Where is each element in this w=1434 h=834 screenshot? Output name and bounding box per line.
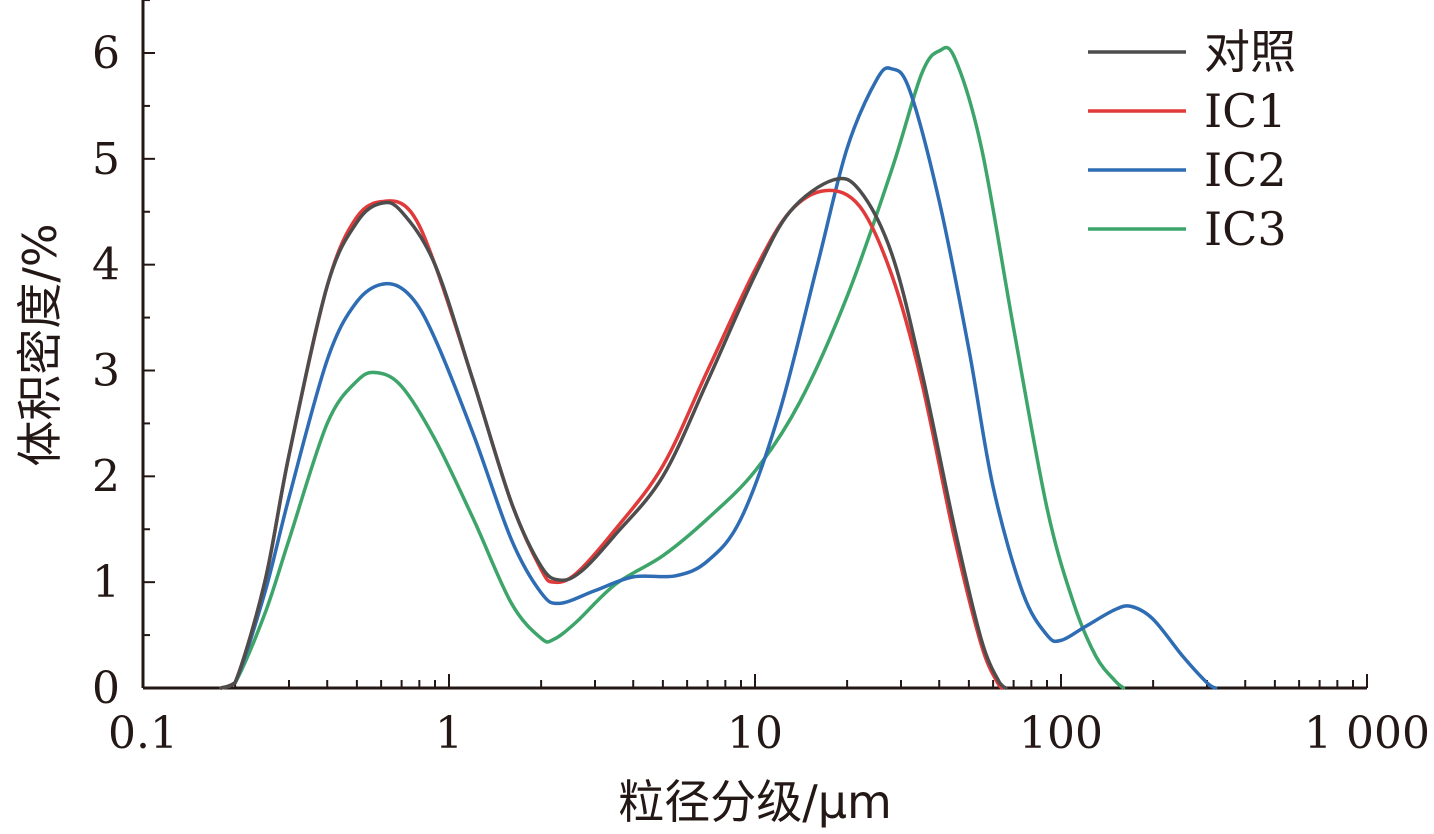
- x-tick-label: 100: [1019, 708, 1103, 759]
- ticks: 0.1 1 10 100 1 000 0 1 2 3 4 5 6: [92, 0, 1430, 759]
- legend-item: 对照: [1088, 25, 1296, 79]
- series-line-IC3: [219, 45, 1126, 690]
- legend-item: IC2: [1088, 143, 1287, 197]
- y-tick-label: 2: [92, 451, 120, 502]
- y-tick-label: 3: [92, 346, 120, 397]
- series-line-IC1: [219, 188, 1004, 690]
- series-layer: [219, 45, 1218, 690]
- legend-label: IC2: [1204, 143, 1287, 197]
- legend-item: IC3: [1088, 202, 1287, 256]
- y-tick-label: 1: [92, 557, 120, 608]
- y-tick-label: 0: [92, 663, 120, 714]
- x-tick-label: 0.1: [108, 708, 178, 759]
- x-tick-label: 1: [435, 708, 463, 759]
- legend-label: IC3: [1204, 202, 1287, 256]
- x-tick-label: 10: [727, 708, 783, 759]
- y-tick-label: 6: [92, 28, 120, 79]
- series-line-IC2: [219, 66, 1218, 690]
- y-tick-label: 4: [92, 240, 120, 291]
- legend-item: IC1: [1088, 84, 1287, 138]
- series-line-对照: [219, 176, 1008, 690]
- legend-label: IC1: [1204, 84, 1287, 138]
- legend-label: 对照: [1204, 25, 1296, 79]
- y-axis-title: 体积密度/%: [13, 223, 67, 466]
- x-tick-label: 1 000: [1304, 708, 1430, 759]
- y-tick-label: 5: [92, 134, 120, 185]
- x-axis-title: 粒径分级/μm: [618, 775, 892, 829]
- axes: [141, 0, 1367, 690]
